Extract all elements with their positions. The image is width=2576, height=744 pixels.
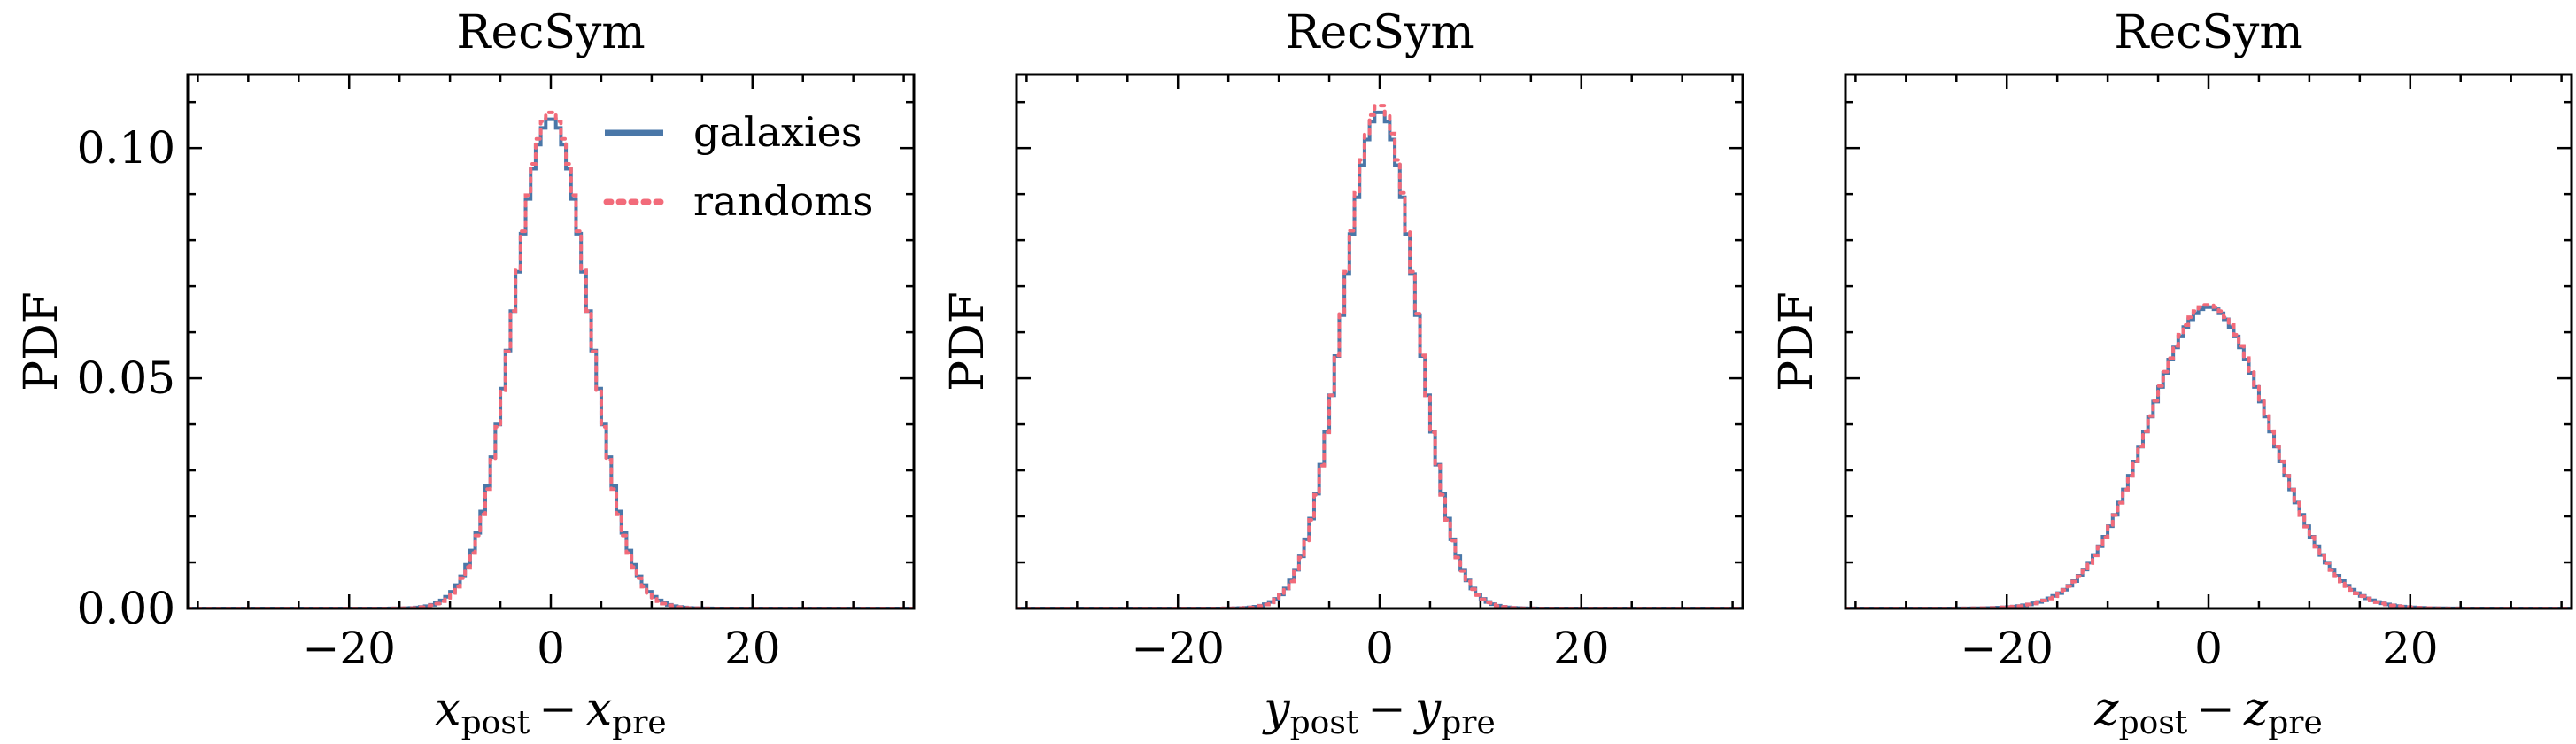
series-randoms-1 (188, 110, 914, 608)
series-galaxies-1 (188, 117, 914, 608)
x-label-sub: post (1290, 705, 1359, 741)
x-label-var: y (1413, 683, 1442, 736)
x-tick-label: 20 (2382, 623, 2439, 674)
legend-label-randoms: randoms (693, 177, 873, 225)
x-label-sub: pre (612, 705, 667, 741)
x-label-sub: post (2119, 705, 2188, 741)
y-axis-label: PDF (941, 291, 994, 391)
x-label-minus: − (2196, 683, 2235, 736)
panel-title: RecSym (1285, 6, 1474, 59)
x-tick-label: 20 (1553, 623, 1610, 674)
series-randoms-3 (1845, 303, 2572, 608)
x-label-minus: − (1367, 683, 1406, 736)
panel-title: RecSym (2114, 6, 2302, 59)
x-label-minus: − (538, 683, 577, 736)
x-label-var: z (2093, 683, 2119, 736)
panel-title: RecSym (456, 6, 645, 59)
x-tick-label: 0 (1365, 623, 1394, 674)
legend-label-galaxies: galaxies (693, 108, 863, 156)
axes-frame (1844, 73, 2573, 610)
y-axis-label: PDF (15, 291, 68, 391)
y-axis-label: PDF (1770, 291, 1823, 391)
x-label-var: z (2243, 683, 2269, 736)
x-label-var: y (1262, 683, 1290, 736)
x-tick-label: 0 (2194, 623, 2223, 674)
series-galaxies-3 (1845, 305, 2572, 608)
x-label-var: x (435, 683, 460, 736)
x-label-sub: pre (2268, 705, 2323, 741)
x-label-var: x (586, 683, 612, 736)
legend: galaxies randoms (603, 108, 873, 225)
x-tick-label: 0 (537, 623, 565, 674)
x-tick-label: −20 (302, 623, 396, 674)
x-tick-label: −20 (1131, 623, 1225, 674)
y-tick-label: 0.05 (77, 353, 175, 404)
series-galaxies-2 (1017, 110, 1743, 608)
x-tick-label: 20 (724, 623, 781, 674)
series-randoms-2 (1017, 104, 1743, 608)
x-tick-label: −20 (1960, 623, 2054, 674)
y-tick-label: 0.10 (77, 122, 175, 174)
x-axis-label: zpost − zpre (2093, 683, 2323, 741)
x-axis-label: xpost − xpre (435, 683, 666, 741)
x-label-sub: post (461, 705, 530, 741)
axes-frame (1015, 73, 1744, 610)
x-label-sub: pre (1441, 705, 1496, 741)
x-axis-label: ypost − ypre (1262, 683, 1496, 741)
y-tick-label: 0.00 (77, 583, 175, 634)
